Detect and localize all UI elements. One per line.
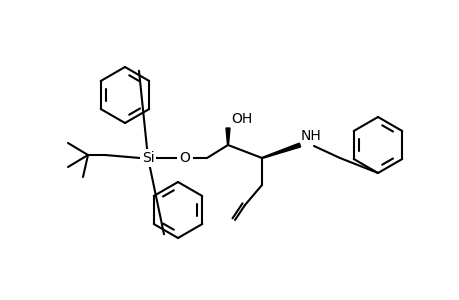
- Text: O: O: [179, 151, 190, 165]
- Text: NH: NH: [300, 129, 321, 143]
- Text: OH: OH: [230, 112, 252, 126]
- Polygon shape: [225, 128, 230, 145]
- Polygon shape: [261, 143, 300, 158]
- Text: Si: Si: [141, 151, 154, 165]
